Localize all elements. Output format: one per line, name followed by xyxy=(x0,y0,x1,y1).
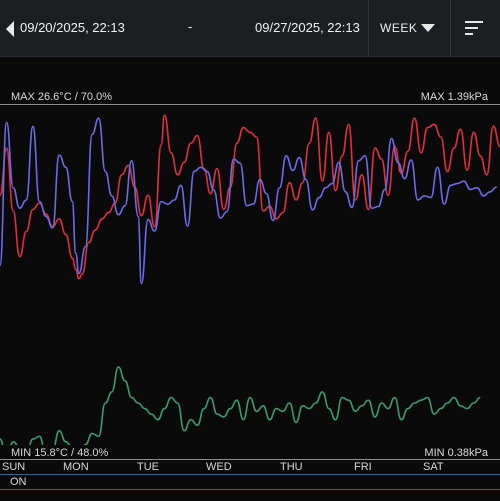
series-line-2 xyxy=(0,366,481,445)
max-rule xyxy=(0,104,500,105)
day-label: FRI xyxy=(354,461,372,473)
line-chart xyxy=(0,114,500,445)
day-label: WED xyxy=(206,461,232,473)
min-rule xyxy=(0,459,500,460)
sort-icon xyxy=(465,21,483,35)
end-date[interactable]: 09/27/2025, 22:13 xyxy=(255,20,360,35)
day-label: TUE xyxy=(137,461,159,473)
day-label: SAT xyxy=(423,461,444,473)
start-date[interactable]: 09/20/2025, 22:13 xyxy=(20,20,125,35)
date-separator: - xyxy=(188,19,193,34)
day-axis: SUN MON TUE WED THU FRI SAT xyxy=(0,460,500,474)
max-right-label: MAX 1.39kPa xyxy=(420,91,488,103)
day-label: MON xyxy=(63,461,89,473)
period-label: WEEK xyxy=(380,21,418,35)
day-label: SUN xyxy=(2,461,26,473)
divider xyxy=(368,0,369,56)
timeline-line xyxy=(0,489,500,490)
day-label: THU xyxy=(280,461,303,473)
timeline-line xyxy=(0,474,500,475)
min-right-label: MIN 0.38kPa xyxy=(424,447,488,459)
series-line-1 xyxy=(0,117,497,285)
chevron-down-icon xyxy=(421,24,435,32)
top-bar: 09/20/2025, 22:13 - 09/27/2025, 22:13 WE… xyxy=(0,0,500,57)
period-dropdown[interactable]: WEEK xyxy=(370,0,450,56)
previous-arrow-icon[interactable] xyxy=(4,19,16,39)
min-left-label: MIN 15.8°C / 48.0% xyxy=(11,447,109,459)
status-label: ON xyxy=(10,476,27,488)
series-line-0 xyxy=(0,114,500,280)
divider xyxy=(450,0,451,56)
filter-menu-button[interactable] xyxy=(451,0,500,56)
max-left-label: MAX 26.6°C / 70.0% xyxy=(11,91,113,103)
